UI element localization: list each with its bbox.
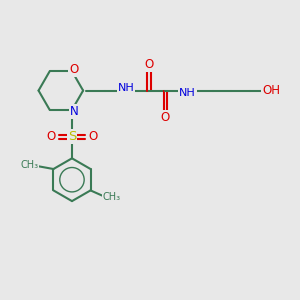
Text: CH₃: CH₃: [103, 192, 121, 202]
Text: S: S: [68, 130, 76, 143]
Text: O: O: [69, 63, 79, 76]
Text: O: O: [88, 130, 98, 143]
Text: OH: OH: [262, 84, 280, 97]
Text: O: O: [46, 130, 56, 143]
Text: O: O: [161, 110, 170, 124]
Text: NH: NH: [118, 83, 134, 93]
Text: NH: NH: [179, 88, 196, 98]
Text: O: O: [145, 58, 154, 70]
Text: N: N: [70, 105, 78, 118]
Text: CH₃: CH₃: [20, 160, 38, 170]
